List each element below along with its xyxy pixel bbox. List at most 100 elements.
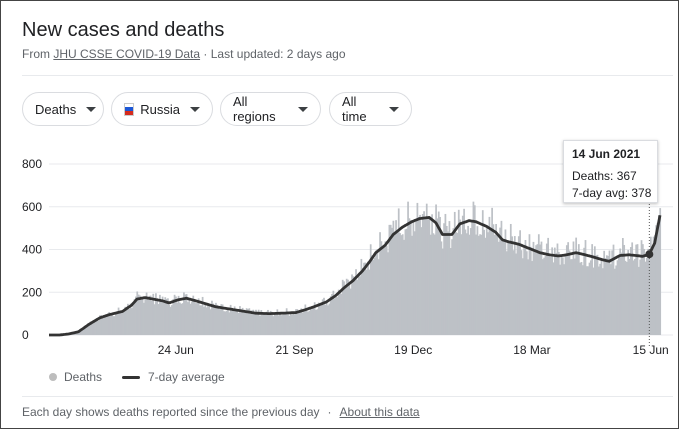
deaths-bar (152, 293, 155, 335)
deaths-bar (101, 316, 104, 335)
deaths-bar (145, 292, 148, 335)
deaths-bar (176, 302, 179, 335)
deaths-bar (323, 297, 325, 335)
deaths-bar (273, 314, 276, 335)
deaths-bar (427, 216, 429, 335)
deaths-bar (177, 295, 180, 335)
deaths-bar (245, 308, 248, 335)
deaths-bar (163, 300, 165, 335)
deaths-bar (296, 309, 299, 335)
deaths-bar (405, 228, 408, 335)
deaths-bar (412, 221, 415, 335)
deaths-bar (540, 241, 543, 335)
deaths-bar (492, 224, 495, 335)
deaths-bar (212, 303, 215, 335)
deaths-bar (545, 243, 548, 335)
deaths-bar (499, 227, 501, 335)
y-tick-label: 0 (22, 328, 29, 342)
deaths-bar (263, 312, 265, 335)
deaths-bar (585, 266, 588, 335)
deaths-bar (503, 240, 505, 335)
deaths-bar (196, 302, 199, 335)
deaths-bar (368, 269, 371, 335)
deaths-bar (283, 312, 285, 335)
deaths-bar (464, 229, 467, 335)
deaths-bar (592, 267, 595, 335)
deaths-bar (627, 249, 630, 335)
deaths-bar (488, 216, 491, 335)
deaths-bar (267, 309, 269, 335)
deaths-bar (563, 264, 566, 335)
russia-flag-icon (124, 102, 135, 116)
deaths-bar (229, 304, 232, 335)
deaths-bar (207, 304, 209, 335)
deaths-bar (572, 241, 575, 335)
deaths-bar (584, 240, 587, 335)
deaths-bar (255, 309, 257, 335)
deaths-bar (112, 316, 115, 335)
regions-dropdown[interactable]: All regions (220, 92, 321, 126)
deaths-bar (513, 236, 516, 335)
deaths-bar (195, 303, 197, 335)
deaths-bar (367, 261, 369, 335)
deaths-bar (507, 240, 509, 335)
deaths-bar (465, 233, 468, 335)
deaths-bar (469, 228, 472, 335)
deaths-bar (360, 258, 363, 335)
deaths-bar (324, 304, 327, 335)
deaths-bar (269, 310, 272, 335)
last-updated: Last updated: 2 days ago (210, 47, 346, 61)
time-dropdown-label: All time (342, 94, 367, 124)
deaths-bar (304, 304, 307, 335)
deaths-bar (171, 305, 173, 335)
time-dropdown[interactable]: All time (329, 92, 412, 126)
deaths-bar (276, 309, 279, 335)
deaths-bar (640, 240, 643, 335)
country-dropdown[interactable]: Russia (111, 92, 213, 126)
deaths-bar (92, 323, 95, 335)
x-tick-label: 15 Jun (633, 343, 669, 357)
deaths-bar (431, 214, 433, 335)
deaths-bar (313, 302, 316, 335)
deaths-bar (559, 264, 562, 335)
deaths-bar (237, 312, 240, 335)
deaths-bar (97, 320, 100, 335)
deaths-bar (91, 323, 93, 335)
deaths-bar (181, 303, 184, 335)
about-data-link[interactable]: About this data (339, 405, 420, 419)
deaths-bar (408, 218, 411, 335)
deaths-bar (192, 295, 195, 335)
deaths-bar (581, 265, 584, 335)
deaths-bar (596, 254, 599, 335)
deaths-bar (604, 258, 607, 335)
deaths-bar (159, 294, 161, 335)
deaths-chart[interactable]: 0 200 400 600 800 24 Jun 21 Sep 19 Dec 18 Mar 15 … (1, 141, 678, 361)
deaths-bar (201, 296, 204, 335)
deaths-bar (225, 310, 228, 335)
deaths-bar (591, 244, 594, 335)
deaths-bar (493, 234, 496, 335)
deaths-bar (249, 310, 252, 335)
deaths-bar (636, 244, 639, 335)
deaths-bar (421, 214, 424, 335)
chart-tooltip: 14 Jun 2021 Deaths: 367 7-day avg: 378 (563, 140, 658, 203)
deaths-bar (652, 236, 655, 335)
deaths-bar (284, 314, 287, 335)
deaths-bar (128, 308, 131, 335)
deaths-bar (484, 237, 487, 335)
deaths-bar (525, 251, 528, 335)
deaths-bar (396, 232, 399, 335)
legend-avg: 7-day average (122, 370, 225, 384)
deaths-bar (228, 312, 231, 335)
metric-dropdown[interactable]: Deaths (22, 92, 104, 126)
deaths-bar (520, 250, 523, 335)
deaths-bar (291, 314, 293, 335)
deaths-bar (179, 302, 181, 335)
deaths-bar (443, 223, 445, 335)
deaths-bar (577, 244, 580, 335)
deaths-bar (561, 257, 564, 335)
deaths-bar (199, 305, 201, 335)
deaths-bar (231, 310, 233, 335)
deaths-bar (243, 309, 245, 335)
source-link[interactable]: JHU CSSE COVID-19 Data (53, 47, 201, 61)
